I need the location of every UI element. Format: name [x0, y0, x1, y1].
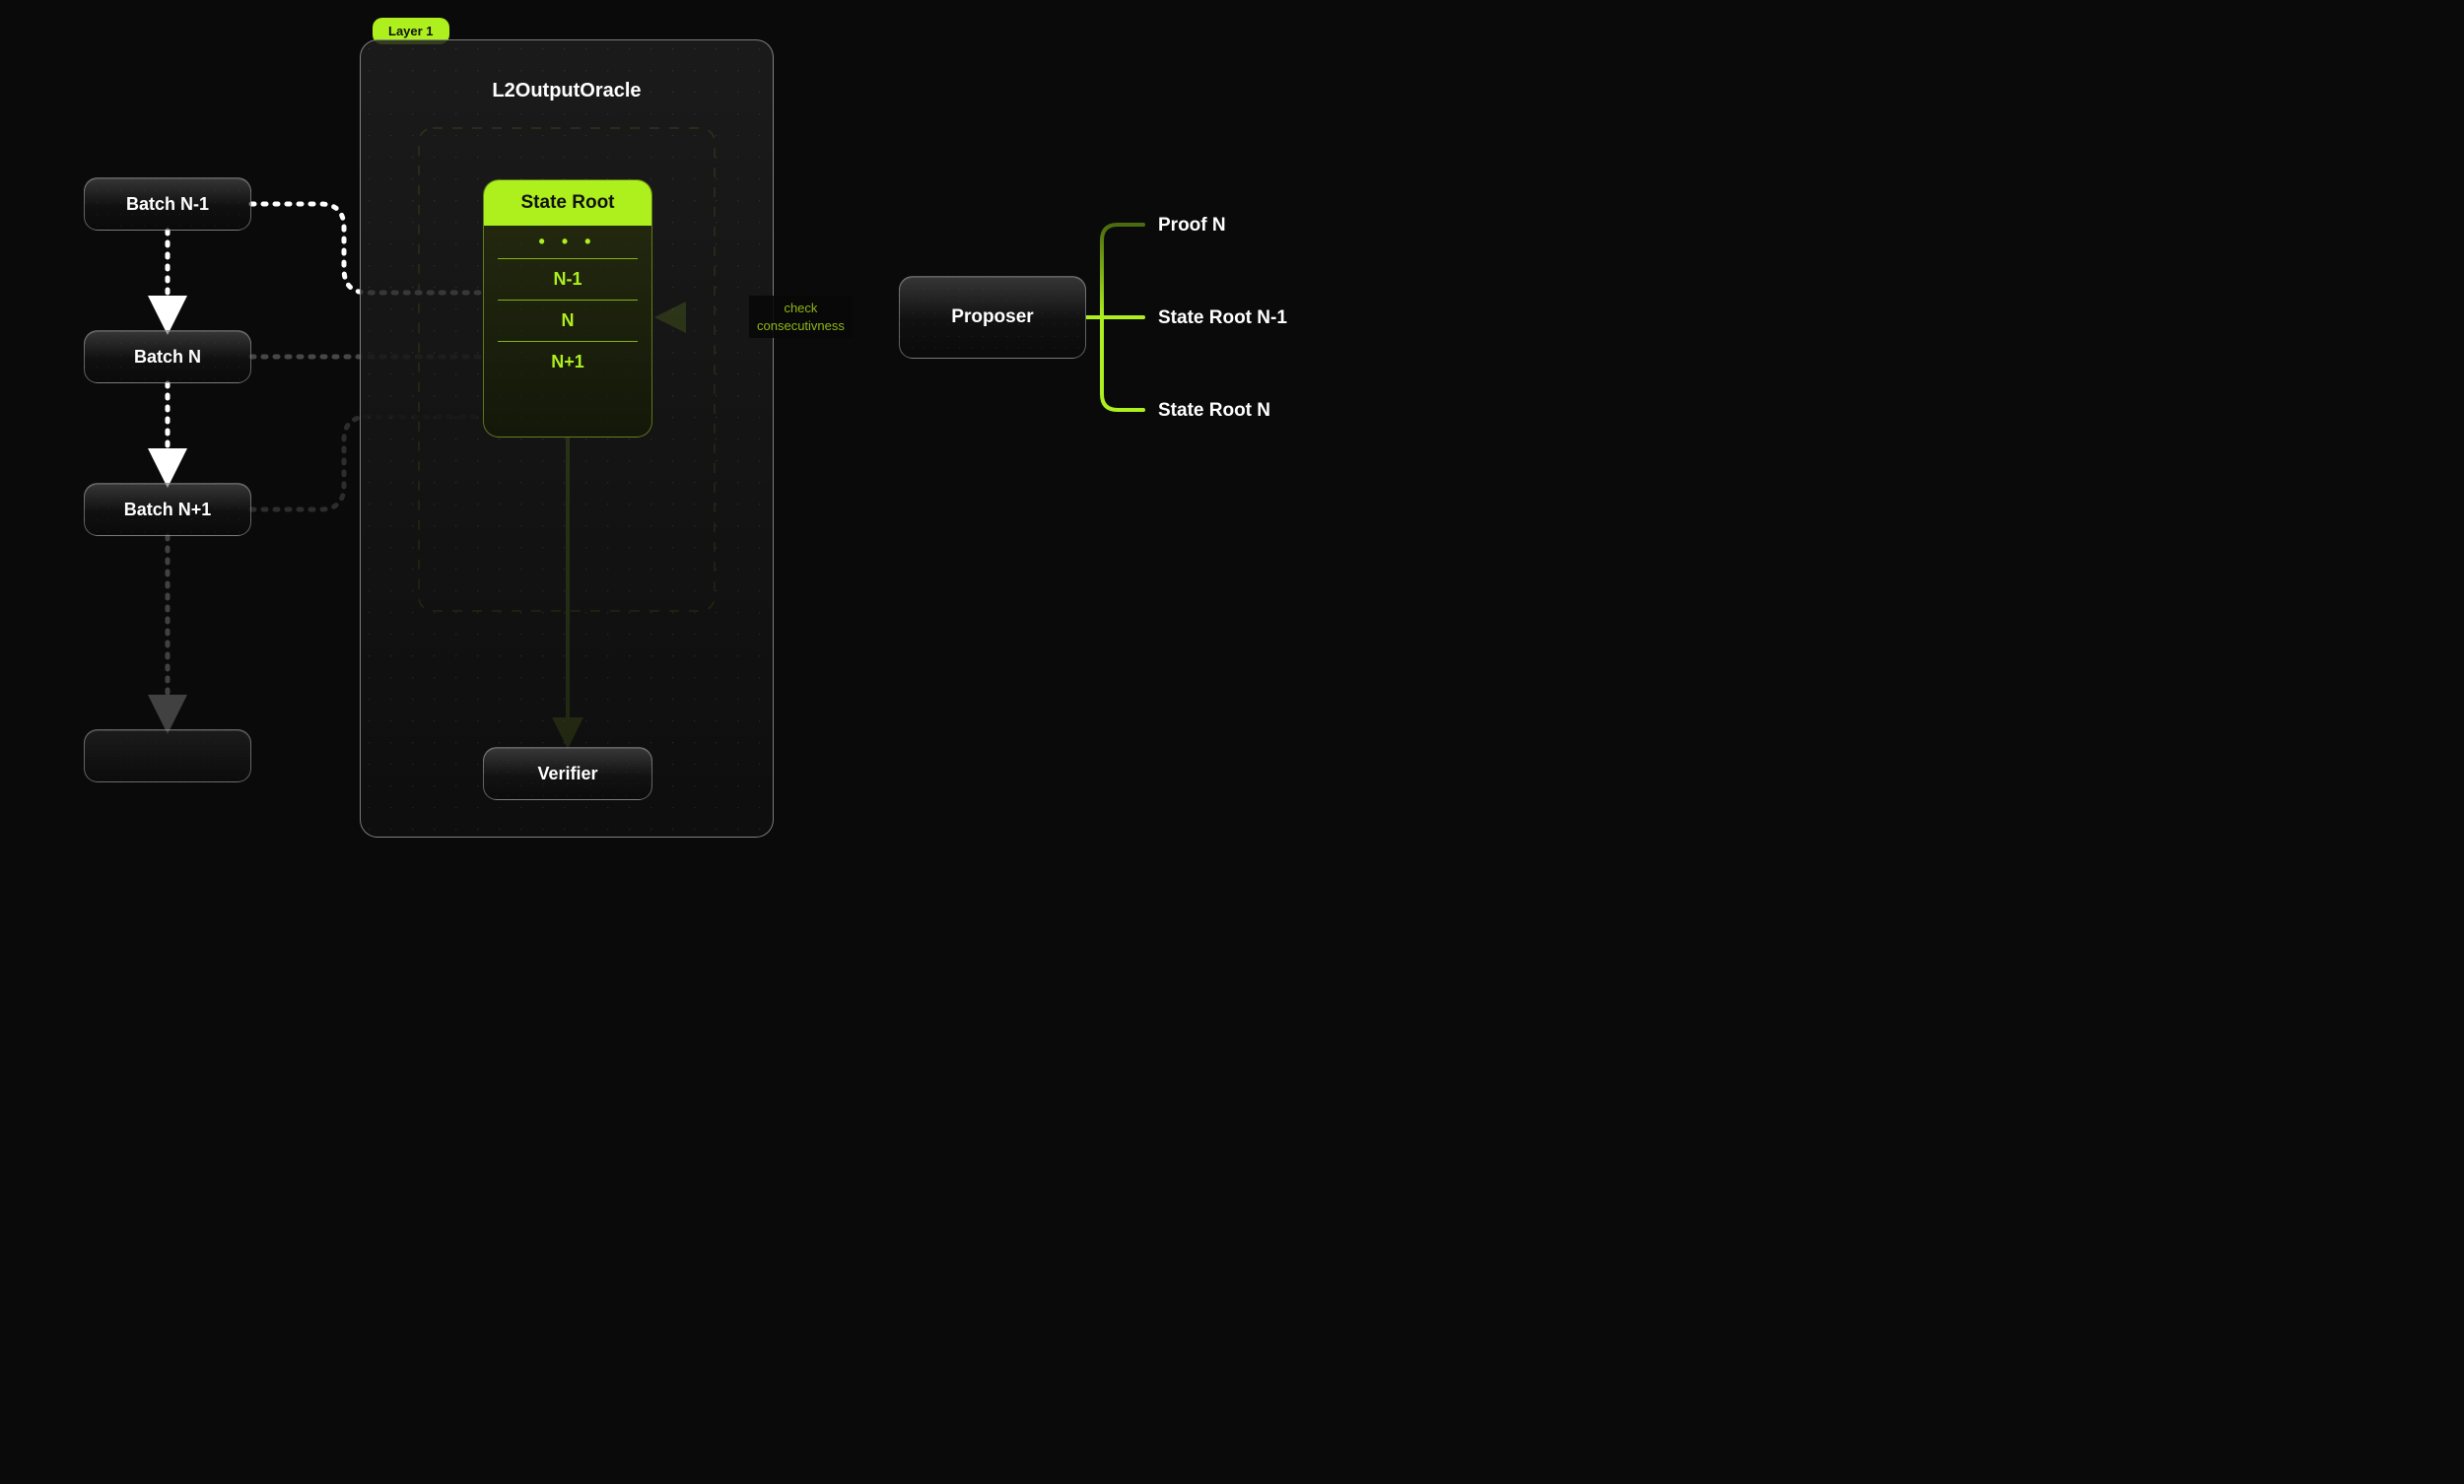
check-consecutiveness-label: check consecutivness: [749, 296, 853, 338]
check-line2: consecutivness: [757, 318, 845, 333]
batch-future-empty: [84, 729, 251, 782]
state-root-row-text: N-1: [553, 269, 582, 289]
batch-label: Batch N-1: [126, 194, 209, 215]
right-label-text: State Root N-1: [1158, 307, 1287, 328]
batch-n: Batch N: [84, 330, 251, 383]
proposer-box: Proposer: [899, 276, 1086, 359]
verifier-box: Verifier: [483, 747, 652, 800]
state-root-row: N: [498, 300, 638, 341]
state-root-header: State Root: [484, 180, 651, 226]
layer1-title-text: L2OutputOracle: [492, 80, 641, 101]
proof-n-label: Proof N: [1158, 215, 1226, 236]
layer1-badge-text: Layer 1: [388, 24, 434, 38]
l2-output-oracle-title: L2OutputOracle: [361, 80, 773, 102]
layer1-frame: L2OutputOracle: [360, 39, 774, 838]
batch-label: Batch N+1: [124, 500, 212, 520]
diagram-canvas: Batch N-1 Batch N Batch N+1 Layer 1 L2Ou…: [0, 0, 1478, 891]
batch-label: Batch N: [134, 347, 201, 368]
state-root-n-1-label: State Root N-1: [1158, 307, 1287, 329]
state-root-row-text: N+1: [551, 352, 584, 371]
state-root-row-text: N: [562, 310, 575, 330]
state-root-header-text: State Root: [521, 192, 615, 213]
right-label-text: Proof N: [1158, 215, 1226, 236]
state-root-row: N-1: [498, 258, 638, 300]
state-root-n-label: State Root N: [1158, 400, 1270, 422]
batch-n-minus-1: Batch N-1: [84, 177, 251, 231]
check-line1: check: [784, 301, 817, 315]
state-root-card: State Root • • • N-1 N N+1: [483, 179, 652, 438]
batch-n-plus-1: Batch N+1: [84, 483, 251, 536]
proposer-label: Proposer: [951, 306, 1033, 328]
state-root-ellipsis: • • •: [484, 226, 651, 258]
state-root-row: N+1: [498, 341, 638, 382]
verifier-label: Verifier: [537, 764, 597, 784]
right-label-text: State Root N: [1158, 400, 1270, 421]
state-root-dots-text: • • •: [539, 232, 597, 251]
